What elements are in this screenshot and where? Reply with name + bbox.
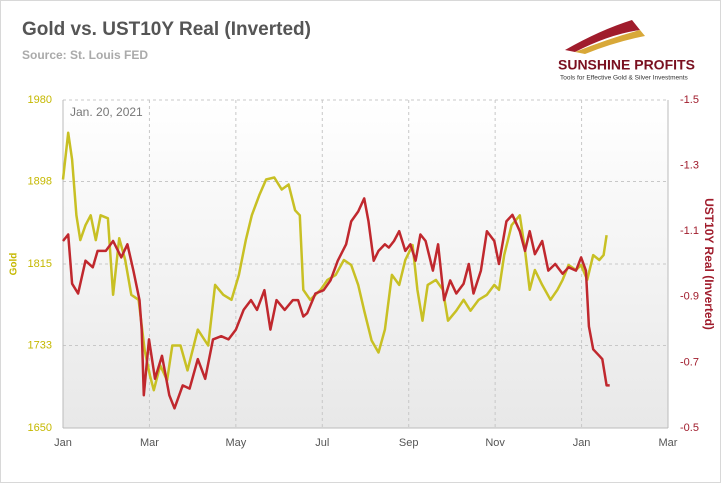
y-axis-label: Gold xyxy=(9,253,20,276)
y-tick-label: 1650 xyxy=(28,422,52,434)
logo-swoosh xyxy=(565,20,640,52)
y-tick-label: 1733 xyxy=(28,339,52,351)
y2-tick-label: -0.7 xyxy=(680,356,699,368)
logo-swoosh xyxy=(575,30,645,54)
y-tick-label: 1898 xyxy=(28,175,52,187)
x-tick-label: Nov xyxy=(485,437,505,449)
y-tick-label: 1815 xyxy=(28,258,52,270)
data-line xyxy=(62,197,610,410)
logo-tagline: Tools for Effective Gold & Silver Invest… xyxy=(560,75,689,82)
chart-subtitle: Source: St. Louis FED xyxy=(22,48,148,62)
y2-tick-label: -1.5 xyxy=(680,94,699,106)
x-tick-label: Jul xyxy=(315,437,329,449)
y2-tick-label: -1.3 xyxy=(680,160,699,172)
y2-tick-label: -0.5 xyxy=(680,422,699,434)
logo: SUNSHINE PROFITS Tools for Effective Gol… xyxy=(558,20,695,82)
y-tick-label: 1980 xyxy=(28,94,52,106)
x-tick-label: May xyxy=(225,437,246,449)
chart-title: Gold vs. UST10Y Real (Inverted) xyxy=(22,19,311,40)
x-tick-label: Sep xyxy=(399,437,419,449)
x-tick-label: Mar xyxy=(659,437,678,449)
y2-tick-label: -0.9 xyxy=(680,291,699,303)
y2-tick-label: -1.1 xyxy=(680,225,699,237)
x-tick-label: Jan xyxy=(54,437,72,449)
x-tick-label: Mar xyxy=(140,437,159,449)
annotation: Jan. 20, 2021 xyxy=(70,105,143,119)
logo-name: SUNSHINE PROFITS xyxy=(558,57,695,73)
x-tick-label: Jan xyxy=(573,437,591,449)
y2-axis-label: UST10Y Real (Inverted) xyxy=(702,198,716,330)
